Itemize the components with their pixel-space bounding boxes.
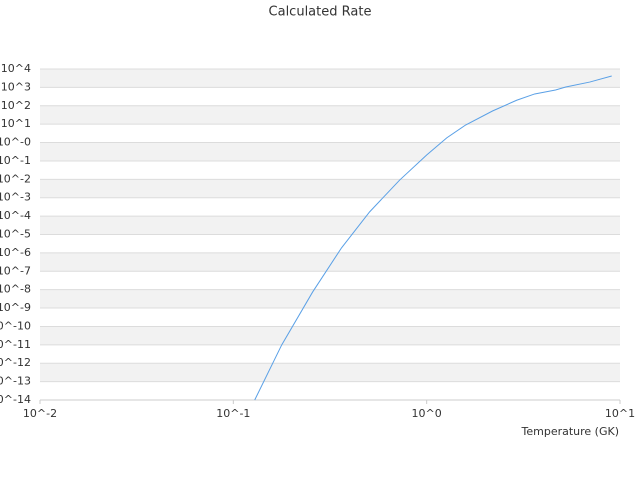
y-tick-label: 10^3: [1, 80, 31, 93]
y-tick-label: 10^1: [1, 117, 31, 130]
y-tick-label: 10^-11: [0, 338, 31, 351]
x-tick-label: 10^-1: [216, 407, 250, 420]
x-tick-label: 10^-2: [23, 407, 57, 420]
y-tick-label: 10^-3: [0, 191, 31, 204]
y-tick-label: 10^-4: [0, 209, 31, 222]
line-series: [254, 75, 612, 401]
y-tick-label: 10^-12: [0, 356, 31, 369]
grid-band: [40, 179, 620, 198]
y-tick-label: 10^-14: [0, 393, 31, 406]
grid-band: [40, 289, 620, 309]
y-tick-label: 10^-2: [0, 172, 31, 185]
y-tick-label: 10^-7: [0, 264, 31, 277]
x-axis-label: Temperature (GK): [521, 425, 620, 438]
chart-title: Calculated Rate: [269, 5, 372, 20]
y-tick-label: 10^-8: [0, 283, 31, 296]
x-tick-label: 10^1: [605, 407, 635, 420]
y-tick-label: 10^2: [1, 99, 31, 112]
y-tick-label: 10^-9: [0, 301, 31, 314]
grid-band: [40, 105, 620, 125]
y-tick-label: 10^-13: [0, 375, 31, 388]
grid-band: [40, 252, 620, 272]
y-tick-label: 10^-5: [0, 228, 31, 241]
y-tick-label: 10^4: [1, 62, 31, 75]
y-tick-label: 10^-10: [0, 319, 31, 332]
y-tick-label: 10^-6: [0, 246, 31, 259]
grid-band: [40, 326, 620, 345]
grid-band: [40, 69, 620, 88]
grid-band: [40, 142, 620, 161]
y-tick-label: 10^-1: [0, 154, 31, 167]
x-tick-label: 10^0: [412, 407, 442, 420]
grid-band: [40, 216, 620, 235]
grid-band: [40, 363, 620, 382]
y-tick-label: 10^-0: [0, 136, 31, 149]
